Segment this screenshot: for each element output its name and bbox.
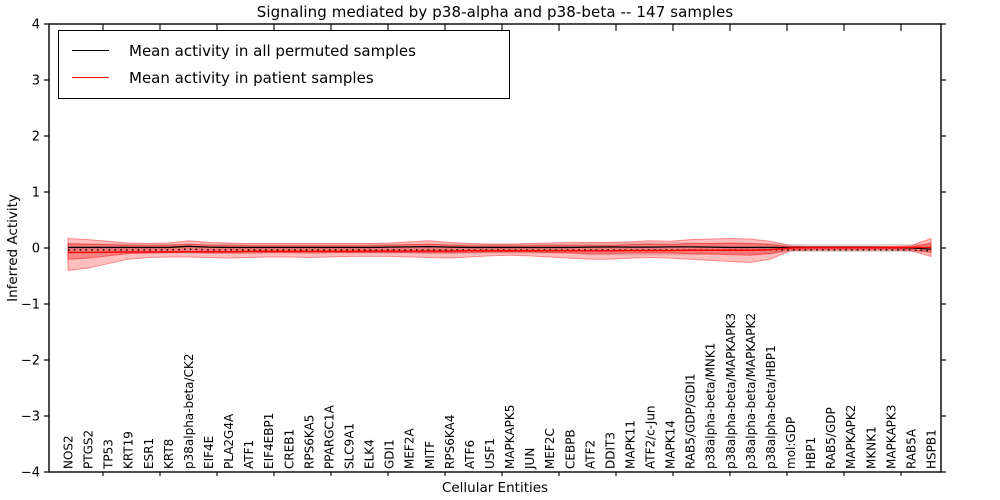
x-tick-label: ATF2 bbox=[583, 440, 597, 469]
chart-title: Signaling mediated by p38-alpha and p38-… bbox=[256, 3, 734, 21]
y-tick-label: −4 bbox=[21, 466, 40, 481]
x-tick-label: TP53 bbox=[102, 439, 116, 470]
series-mean-activity-in-all-permuted-samples bbox=[68, 245, 932, 250]
x-tick-label: MAPKAPK5 bbox=[503, 405, 517, 469]
y-tick-label: 3 bbox=[32, 74, 40, 89]
x-tick-label: ATF2/c-Jun bbox=[644, 405, 658, 469]
legend-label-permuted: Mean activity in all permuted samples bbox=[129, 41, 416, 60]
x-tick-label: SLC9A1 bbox=[342, 423, 356, 469]
x-tick-label: p38alpha-beta/MAPKAPK3 bbox=[724, 313, 738, 469]
y-tick-label: 2 bbox=[32, 130, 40, 145]
x-tick-label: ELK4 bbox=[363, 439, 377, 469]
x-axis-category-labels: NOS2 PTGS2 TP53 KRT19 ESR1 KRT8 p38alpha-beta/… bbox=[62, 313, 939, 470]
legend-item-patient: Mean activity in patient samples bbox=[59, 64, 509, 91]
x-tick-label: PLA2G4A bbox=[222, 413, 236, 469]
x-tick-label: ATF1 bbox=[242, 440, 256, 469]
x-tick-label: p38alpha-beta/CK2 bbox=[182, 354, 196, 469]
y-axis-label: Inferred Activity bbox=[5, 194, 21, 302]
x-tick-label: mol:GDP bbox=[784, 417, 798, 469]
x-tick-label: PPARGC1A bbox=[322, 404, 336, 469]
x-tick-label: ATF6 bbox=[463, 440, 477, 469]
x-tick-label: MKNK1 bbox=[864, 426, 878, 469]
patient-line-swatch bbox=[72, 77, 109, 78]
series-permuted-dotted-guide bbox=[68, 248, 932, 252]
x-tick-label: MEF2C bbox=[543, 428, 557, 469]
y-tick-label: 0 bbox=[32, 242, 40, 257]
y-tick-label: −2 bbox=[21, 354, 40, 369]
x-tick-label: MAPKAPK3 bbox=[884, 405, 898, 469]
x-tick-label: MITF bbox=[423, 441, 437, 469]
x-tick-label: USF1 bbox=[483, 438, 497, 469]
x-tick-label: MAPK11 bbox=[623, 420, 637, 469]
x-tick-label: MAPK14 bbox=[664, 420, 678, 469]
x-tick-label: RPS6KA4 bbox=[443, 415, 457, 469]
x-axis-minor-ticks bbox=[102, 24, 902, 476]
x-tick-label: GDI1 bbox=[383, 439, 397, 469]
x-tick-label: HBP1 bbox=[804, 437, 818, 469]
x-tick-label: p38alpha-beta/HBP1 bbox=[764, 345, 778, 469]
y-tick-label: 4 bbox=[32, 18, 40, 33]
y-tick-label: −3 bbox=[21, 410, 40, 425]
x-tick-label: EIF4E bbox=[202, 436, 216, 469]
x-tick-label: EIF4EBP1 bbox=[262, 413, 276, 469]
x-tick-label: MEF2A bbox=[403, 428, 417, 469]
y-tick-label: 1 bbox=[32, 186, 40, 201]
legend-item-permuted: Mean activity in all permuted samples bbox=[59, 37, 509, 64]
x-tick-label: KRT8 bbox=[162, 439, 176, 469]
x-tick-label: DDIT3 bbox=[603, 432, 617, 469]
patient-outer-band bbox=[67, 237, 932, 271]
x-tick-label: RAB5/GDP/GDI1 bbox=[684, 373, 698, 469]
y-axis-ticks: 4 3 2 1 0 −1 −2 −3 −4 bbox=[21, 18, 946, 481]
x-tick-label: NOS2 bbox=[62, 435, 76, 469]
legend: Mean activity in all permuted samples Me… bbox=[58, 30, 510, 99]
x-tick-label: p38alpha-beta/MAPKAPK2 bbox=[744, 313, 758, 469]
x-tick-label: p38alpha-beta/MNK1 bbox=[704, 343, 718, 469]
x-tick-label: RAB5/GDP bbox=[824, 407, 838, 469]
x-tick-label: KRT19 bbox=[122, 431, 136, 469]
y-tick-label: −1 bbox=[21, 298, 40, 313]
x-tick-label: CEBPB bbox=[563, 429, 577, 469]
legend-label-patient: Mean activity in patient samples bbox=[129, 68, 374, 87]
x-tick-label: PTGS2 bbox=[82, 430, 96, 469]
permuted-line-swatch bbox=[72, 50, 109, 51]
x-tick-label: CREB1 bbox=[282, 429, 296, 469]
x-tick-label: ESR1 bbox=[142, 438, 156, 469]
x-tick-label: HSPB1 bbox=[925, 429, 939, 469]
x-tick-label: RPS6KA5 bbox=[302, 415, 316, 469]
x-tick-label: MAPKAPK2 bbox=[844, 405, 858, 469]
series-mean-activity-in-patient-samples bbox=[68, 246, 932, 254]
x-axis-label: Cellular Entities bbox=[441, 480, 549, 496]
x-tick-label: JUN bbox=[523, 448, 537, 470]
x-tick-label: RAB5A bbox=[904, 428, 918, 469]
